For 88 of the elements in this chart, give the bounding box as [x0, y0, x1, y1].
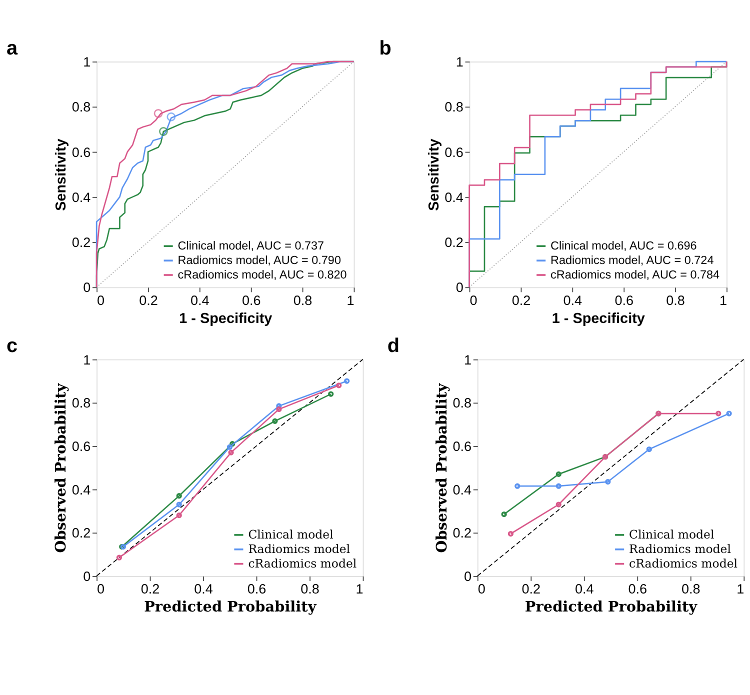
point — [166, 112, 176, 122]
y-tick-label: 0.4 — [72, 482, 92, 498]
x-tick-label: 1 — [719, 292, 727, 308]
y-tick-label: 0.6 — [444, 144, 464, 160]
x-tick-label: 0.8 — [681, 582, 700, 597]
point — [176, 493, 182, 499]
legend-label: cRadiomics model — [248, 556, 357, 570]
point — [276, 403, 282, 409]
x-tick-label: 0 — [97, 582, 105, 597]
x-tick-label: 0.2 — [139, 292, 158, 308]
point — [228, 450, 234, 456]
y-axis-title: Observed Probability — [52, 382, 70, 553]
x-tick-label: 0.8 — [300, 582, 320, 597]
point — [158, 127, 168, 136]
chart-title: d — [387, 335, 400, 358]
x-tick-label: 1 — [346, 292, 354, 308]
x-tick-label: 0.4 — [574, 582, 594, 597]
legend-label: Clinical model, AUC = 0.737 — [178, 240, 324, 253]
y-tick-label: 0.2 — [72, 526, 91, 541]
point — [272, 418, 278, 424]
y-tick-label: 0.4 — [452, 482, 472, 498]
legend-label: Clinical model — [248, 528, 334, 542]
point — [556, 502, 562, 508]
legend-label: Clinical model — [629, 528, 714, 542]
legend-label: Radiomics model, AUC = 0.724 — [550, 254, 714, 268]
x-tick-label: 0.2 — [140, 582, 160, 597]
legend-label: Radiomics model, AUC = 0.790 — [178, 254, 342, 268]
y-tick-label: 0 — [456, 280, 464, 296]
x-tick-label: 0 — [478, 582, 486, 597]
x-tick-label: 0.2 — [522, 582, 541, 597]
y-tick-label: 0.2 — [452, 526, 472, 541]
legend-label: cRadiomics model — [629, 556, 738, 570]
x-tick-label: 0.6 — [628, 582, 648, 597]
y-axis-title: Observed Probability — [433, 382, 450, 553]
point — [556, 471, 562, 478]
point — [276, 406, 282, 412]
x-tick-label: 0.4 — [194, 582, 214, 597]
x-axis-title: 1 - Specificity — [179, 310, 272, 327]
y-tick-label: 0.8 — [72, 100, 91, 115]
y-tick-label: 0.8 — [72, 396, 91, 411]
y-tick-label: 1 — [83, 54, 91, 70]
chart-title: b — [379, 37, 392, 60]
point — [230, 441, 236, 447]
x-tick-label: 0.6 — [247, 582, 266, 597]
point — [176, 512, 182, 518]
point — [646, 446, 652, 452]
y-tick-label: 0 — [83, 568, 91, 584]
point — [226, 444, 233, 450]
legend-label: cRadiomics model, AUC = 0.784 — [550, 268, 720, 282]
y-tick-label: 0 — [464, 568, 472, 584]
x-tick-label: 1 — [356, 582, 364, 597]
x-tick-label: 0.8 — [293, 292, 312, 308]
x-tick-label: 0.4 — [190, 292, 210, 308]
legend-label: cRadiomics model, AUC = 0.820 — [178, 268, 348, 282]
x-tick-label: 0 — [97, 292, 105, 308]
chart-title: c — [6, 335, 18, 358]
y-tick-label: 1 — [83, 352, 91, 368]
point — [605, 478, 611, 485]
y-tick-label: 0.2 — [72, 235, 91, 250]
x-axis-title: Predicted Probability — [144, 598, 317, 616]
y-tick-label: 0.8 — [444, 100, 464, 115]
legend-label: Radiomics model — [629, 542, 732, 556]
x-tick-label: 0.8 — [666, 292, 685, 308]
x-axis-title: 1 - Specificity — [552, 310, 645, 327]
x-tick-label: 0.6 — [614, 292, 634, 308]
y-tick-label: 0.6 — [72, 439, 91, 454]
x-tick-label: 0.2 — [512, 292, 531, 308]
y-tick-label: 0.4 — [444, 190, 464, 205]
legend-label: Radiomics model — [248, 542, 350, 556]
y-axis-title: Sensitivity — [54, 138, 70, 211]
y-tick-label: 0.6 — [452, 439, 472, 454]
x-tick-label: 0.6 — [242, 292, 261, 308]
y-tick-label: 1 — [456, 54, 464, 70]
y-tick-label: 1 — [464, 352, 472, 368]
y-tick-label: 0 — [83, 280, 91, 296]
point — [556, 483, 562, 489]
x-tick-label: 1 — [736, 582, 744, 597]
x-tick-label: 0.4 — [563, 292, 583, 308]
legend-label: Clinical model, AUC = 0.696 — [550, 240, 697, 253]
point — [154, 109, 163, 118]
y-tick-label: 0.2 — [444, 235, 464, 250]
y-tick-label: 0.4 — [72, 190, 92, 205]
y-tick-label: 0.8 — [452, 396, 472, 411]
y-tick-label: 0.6 — [72, 144, 91, 160]
y-axis-title: Sensitivity — [426, 138, 442, 211]
chart-title: a — [6, 37, 18, 60]
x-axis-title: Predicted Probability — [524, 598, 698, 616]
point — [176, 502, 182, 508]
